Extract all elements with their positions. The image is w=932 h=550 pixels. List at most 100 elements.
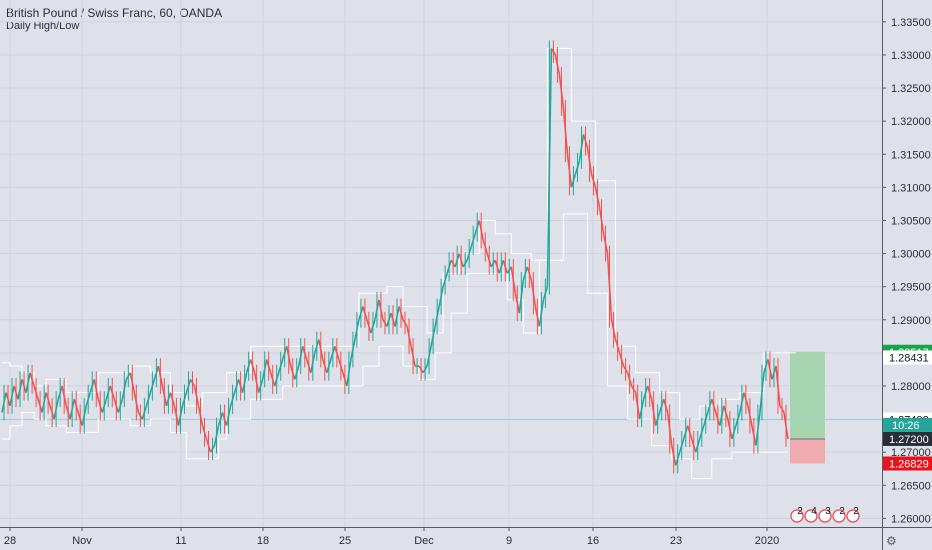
price-segment [767, 359, 773, 380]
price-segment [65, 405, 71, 420]
price-tag-label: 1.26829 [889, 459, 929, 471]
price-segment [285, 346, 292, 367]
price-segment [502, 259, 509, 274]
price-segment [297, 346, 304, 367]
price-segment [366, 319, 372, 334]
price-segment [253, 372, 260, 393]
price-segment [634, 392, 641, 420]
price-segment [105, 385, 112, 400]
price-segment [257, 379, 264, 393]
price-segment [318, 339, 324, 360]
price-segment [97, 398, 104, 413]
price-segment [29, 372, 35, 387]
price-segment [699, 425, 705, 440]
price-segment [494, 259, 501, 274]
price-segment [707, 398, 713, 413]
price-segment [25, 372, 31, 393]
price-segment [550, 47, 557, 56]
price-segment [281, 346, 288, 360]
price-segment [358, 306, 364, 321]
price-segment [434, 306, 440, 327]
price-segment [209, 445, 216, 453]
price-segment [727, 418, 733, 440]
price-segment [322, 359, 328, 373]
price-segment [221, 412, 228, 426]
price-segment [458, 253, 464, 268]
indicator-legend[interactable]: Daily High/Low [6, 20, 80, 32]
event-marker: 2 [846, 506, 860, 523]
price-tick-label: 1.26000 [891, 513, 931, 525]
price-segment [89, 379, 96, 393]
price-segment [9, 385, 15, 407]
price-segment [133, 392, 140, 413]
price-segment [522, 266, 529, 281]
price-segment [1, 392, 7, 413]
price-segment [626, 372, 633, 387]
price-segment [314, 339, 320, 354]
price-segment [354, 319, 360, 340]
price-segment [490, 259, 496, 268]
price-segment [574, 160, 581, 175]
price-tick-label: 1.30500 [891, 215, 931, 227]
price-segment [703, 412, 709, 426]
price-segment [658, 398, 665, 413]
price-segment [470, 233, 476, 248]
price-segment [638, 399, 645, 420]
price-segment [293, 365, 300, 380]
price-segment [594, 187, 601, 208]
price-segment [37, 398, 43, 413]
price-segment [225, 405, 232, 426]
price-segment [462, 259, 468, 268]
price-segment [177, 405, 184, 426]
event-marker-count: 2 [839, 506, 845, 517]
price-segment [642, 385, 649, 400]
time-tick-label: 16 [587, 535, 599, 547]
price-segment [121, 379, 128, 400]
price-segment [526, 266, 533, 281]
gear-icon[interactable]: ⚙ [886, 534, 897, 548]
price-segment [277, 359, 284, 373]
price-segment [751, 425, 757, 446]
price-segment [670, 445, 677, 466]
price-segment [181, 392, 188, 407]
price-tick-label: 1.32500 [891, 83, 931, 95]
price-segment [394, 306, 400, 327]
event-marker-circle [846, 509, 860, 523]
loss-zone [790, 438, 825, 464]
price-tag-loss: 1.26829 [883, 456, 932, 471]
price-segment [57, 385, 63, 400]
symbol-title[interactable]: British Pound / Swiss Franc, 60, OANDA [6, 6, 223, 20]
price-segment [598, 207, 605, 234]
price-segment [49, 405, 55, 420]
price-segment [5, 392, 11, 407]
price-tag-current: 1.27200 10:26 [883, 417, 932, 446]
price-segment [69, 399, 75, 420]
price-segment [261, 359, 268, 380]
price-segment [779, 405, 785, 413]
price-segment [646, 385, 653, 400]
price-segment [13, 385, 19, 400]
price-segment [711, 398, 717, 413]
price-segment [546, 48, 553, 287]
price-tick-label: 1.30000 [891, 249, 931, 261]
time-tick-label: 11 [175, 535, 186, 547]
series-price [1, 40, 789, 474]
price-tick-label: 1.27000 [891, 447, 931, 459]
event-marker-count: 4 [811, 506, 817, 517]
grid [0, 0, 882, 527]
price-segment [514, 293, 521, 314]
price-segment [723, 405, 729, 420]
price-segment [21, 379, 27, 393]
profit-zone [790, 351, 825, 439]
event-marker-count: 2 [853, 506, 859, 517]
price-segment [101, 398, 108, 413]
price-segment [149, 379, 156, 393]
price-segment [41, 392, 47, 413]
price-segment [77, 412, 83, 426]
price-segment [606, 253, 613, 320]
price-segment [442, 273, 448, 287]
price-axis: 1.33500 1.33000 1.32500 1.32000 1.31500 1.310… [882, 17, 931, 525]
price-segment [771, 365, 777, 380]
